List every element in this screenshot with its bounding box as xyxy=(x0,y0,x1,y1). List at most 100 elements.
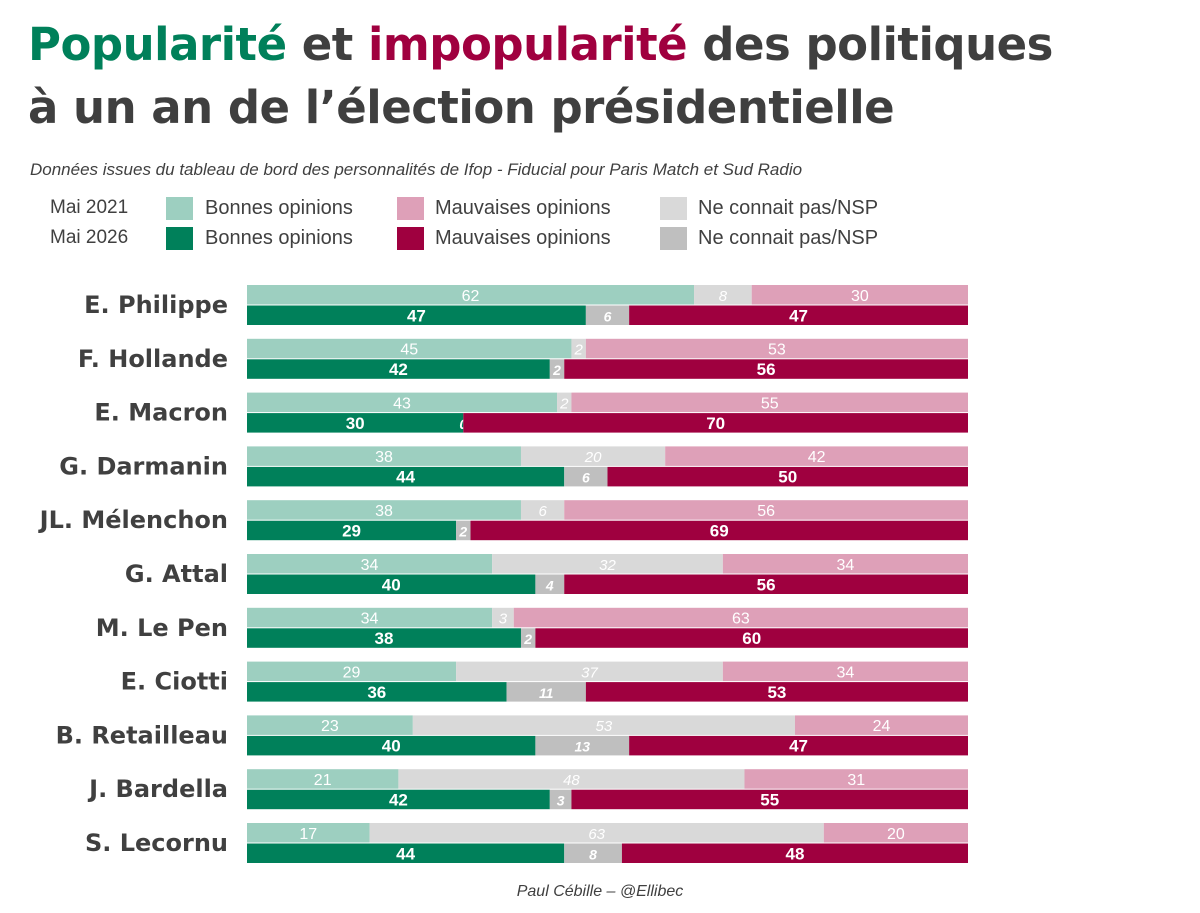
category-label-g-darmanin: G. Darmanin xyxy=(59,452,228,480)
bar-e-philippe-2026-good xyxy=(247,305,586,325)
data-label-e-philippe-2021-good: 62 xyxy=(462,288,480,305)
data-label-g-darmanin-2026-bad: 50 xyxy=(778,468,797,487)
category-label-j-bardella: J. Bardella xyxy=(87,775,228,803)
bar-s-lecornu-2021-bad xyxy=(823,823,968,843)
bar-f-hollande-2021-good xyxy=(247,338,572,359)
bar-b-retailleau-2021-bad xyxy=(794,715,968,735)
bar-e-philippe-2021-nsp xyxy=(694,285,752,305)
data-label-f-hollande-2026-nsp: 2 xyxy=(552,362,561,378)
legend-label-good-2021: Bonnes opinions xyxy=(205,197,353,219)
bar-g-darmanin-2026-nsp xyxy=(564,466,608,487)
category-label-jl-melenchon: JL. Mélenchon xyxy=(38,506,228,534)
legend-year-2021: Mai 2021 xyxy=(50,197,129,218)
data-label-j-bardella-2021-bad: 31 xyxy=(847,772,865,789)
bar-g-darmanin-2026-bad xyxy=(607,466,968,487)
bar-j-bardella-2021-bad xyxy=(744,769,968,789)
bar-g-attal-2021-nsp xyxy=(492,554,723,574)
data-label-e-ciotti-2026-nsp: 11 xyxy=(539,685,554,701)
data-label-m-le-pen-2021-nsp: 3 xyxy=(499,611,508,628)
bar-f-hollande-2026-nsp xyxy=(549,359,565,379)
data-label-g-attal-2021-nsp: 32 xyxy=(599,557,616,574)
data-label-e-ciotti-2026-good: 36 xyxy=(367,683,386,702)
bar-j-bardella-2026-bad xyxy=(571,789,968,810)
bar-m-le-pen-2021-good xyxy=(247,607,493,628)
data-label-m-le-pen-2021-good: 34 xyxy=(361,611,379,628)
bar-g-darmanin-2021-bad xyxy=(665,446,968,466)
data-label-g-darmanin-2021-good: 38 xyxy=(375,449,393,466)
category-label-e-macron: E. Macron xyxy=(94,399,228,427)
data-label-j-bardella-2021-good: 21 xyxy=(314,772,332,789)
bar-j-bardella-2021-nsp xyxy=(398,769,745,789)
data-label-s-lecornu-2021-bad: 20 xyxy=(887,826,905,843)
bar-e-ciotti-2026-bad xyxy=(585,682,968,702)
bar-g-darmanin-2021-good xyxy=(247,446,521,466)
bar-g-darmanin-2026-good xyxy=(247,466,565,487)
data-label-jl-melenchon-2021-nsp: 6 xyxy=(538,503,547,520)
bar-e-ciotti-2026-nsp xyxy=(506,682,586,702)
data-label-g-attal-2021-good: 34 xyxy=(361,557,379,574)
data-label-jl-melenchon-2026-good: 29 xyxy=(342,521,361,540)
bar-g-attal-2026-good xyxy=(247,574,536,594)
data-label-b-retailleau-2021-bad: 24 xyxy=(873,718,891,735)
bar-g-attal-2021-bad xyxy=(722,554,968,574)
bar-s-lecornu-2021-nsp xyxy=(369,823,824,843)
legend-swatch-bad-2026 xyxy=(397,227,424,250)
bar-s-lecornu-2026-good xyxy=(247,843,565,863)
bar-s-lecornu-2026-bad xyxy=(621,843,968,863)
bar-jl-melenchon-2026-nsp xyxy=(456,520,471,541)
chart-subtitle: Données issues du tableau de bord des pe… xyxy=(30,160,803,179)
bar-m-le-pen-2026-nsp xyxy=(520,628,536,648)
data-label-e-ciotti-2026-bad: 53 xyxy=(767,683,786,702)
data-label-jl-melenchon-2021-good: 38 xyxy=(375,503,393,520)
data-label-f-hollande-2021-nsp: 2 xyxy=(573,342,583,359)
data-label-g-attal-2026-nsp: 4 xyxy=(545,577,554,593)
bar-j-bardella-2026-good xyxy=(247,789,550,810)
title-impopularite: impopularité xyxy=(367,18,688,71)
data-label-s-lecornu-2026-good: 44 xyxy=(396,844,415,863)
data-label-f-hollande-2021-good: 45 xyxy=(400,342,418,359)
data-label-e-philippe-2021-bad: 30 xyxy=(851,288,869,305)
data-label-s-lecornu-2021-nsp: 63 xyxy=(588,826,605,843)
bar-m-le-pen-2021-bad xyxy=(513,607,968,628)
bar-g-attal-2021-good xyxy=(247,554,493,574)
data-label-m-le-pen-2026-bad: 60 xyxy=(742,629,761,648)
data-label-jl-melenchon-2021-bad: 56 xyxy=(757,503,775,520)
data-label-b-retailleau-2021-nsp: 53 xyxy=(596,718,613,735)
chart-title-line-2: à un an de l’élection présidentielle xyxy=(28,81,895,134)
bar-jl-melenchon-2026-bad xyxy=(470,520,968,541)
bar-e-ciotti-2021-bad xyxy=(722,661,968,682)
title-et: et xyxy=(286,18,368,71)
bar-e-ciotti-2021-nsp xyxy=(456,661,723,682)
bar-b-retailleau-2026-bad xyxy=(629,735,968,756)
data-label-e-ciotti-2021-nsp: 37 xyxy=(581,664,598,681)
bar-s-lecornu-2026-nsp xyxy=(564,843,622,863)
bar-m-le-pen-2026-good xyxy=(247,628,521,648)
data-label-b-retailleau-2026-bad: 47 xyxy=(789,737,808,756)
data-label-f-hollande-2026-bad: 56 xyxy=(757,360,776,379)
category-label-g-attal: G. Attal xyxy=(125,560,228,588)
bar-g-attal-2026-nsp xyxy=(535,574,565,594)
data-label-j-bardella-2021-nsp: 48 xyxy=(563,772,580,789)
data-label-e-macron-2021-good: 43 xyxy=(393,395,411,412)
bar-e-macron-2021-nsp xyxy=(557,392,572,413)
bar-j-bardella-2026-nsp xyxy=(549,789,572,810)
data-label-s-lecornu-2026-bad: 48 xyxy=(785,844,804,863)
bar-m-le-pen-2026-bad xyxy=(535,628,968,648)
bar-e-philippe-2021-bad xyxy=(751,285,968,305)
data-label-g-darmanin-2026-nsp: 6 xyxy=(582,470,590,486)
data-label-e-philippe-2021-nsp: 8 xyxy=(719,288,728,305)
data-label-e-philippe-2026-good: 47 xyxy=(407,306,426,325)
data-label-e-macron-2026-bad: 70 xyxy=(706,414,725,433)
data-label-b-retailleau-2021-good: 23 xyxy=(321,718,339,735)
data-label-b-retailleau-2026-nsp: 13 xyxy=(574,739,590,755)
legend-label-bad-2021: Mauvaises opinions xyxy=(435,197,611,219)
bar-g-attal-2026-bad xyxy=(564,574,968,594)
category-label-s-lecornu: S. Lecornu xyxy=(85,829,228,857)
credit: Paul Cébille – @Ellibec xyxy=(516,883,684,900)
data-label-e-ciotti-2021-good: 29 xyxy=(343,664,361,681)
data-label-e-macron-2021-bad: 55 xyxy=(761,395,779,412)
bar-f-hollande-2026-good xyxy=(247,359,550,379)
data-label-jl-melenchon-2026-bad: 69 xyxy=(710,521,729,540)
data-label-m-le-pen-2026-nsp: 2 xyxy=(523,631,532,647)
